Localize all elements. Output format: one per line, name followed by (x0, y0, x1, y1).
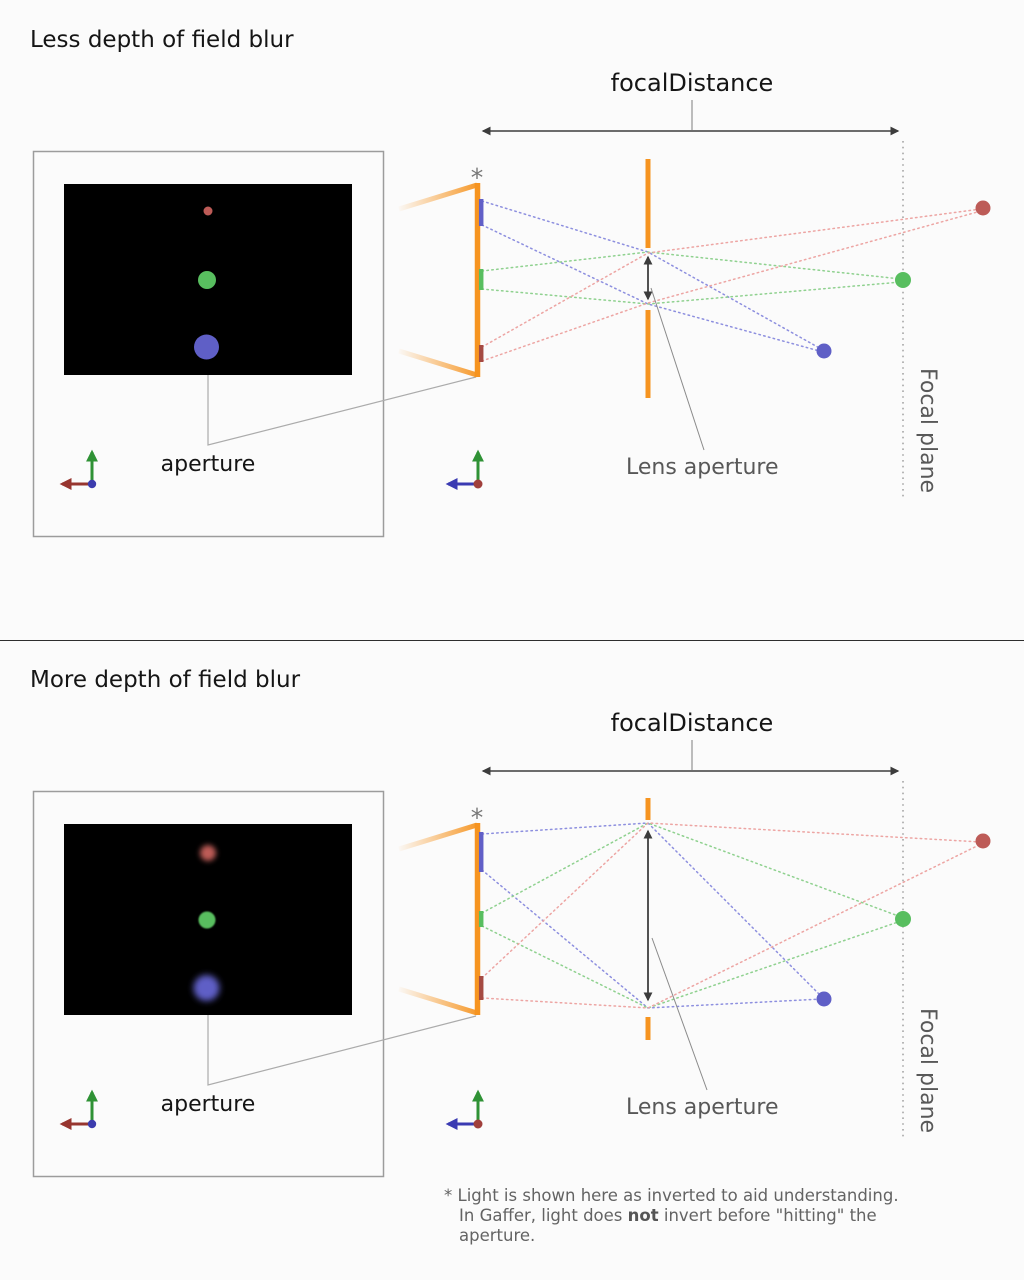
ray-green-lower (481, 281, 902, 305)
panel-title: More depth of field blur (30, 667, 301, 693)
light-rays-red (481, 208, 982, 362)
scene-dot-red (975, 200, 991, 216)
axes-icon-camera-space (445, 449, 484, 490)
camera-sensor (398, 182, 484, 378)
aperture-pointer-line (207, 375, 477, 446)
footnote-line2-suffix: invert before "hitting" the (658, 1206, 877, 1225)
focal-distance-label: focalDistance (611, 69, 774, 97)
ray-blue-lower (481, 224, 824, 353)
footnote-line2-prefix: In Gaffer, light does (459, 1206, 628, 1225)
footnote-line3: aperture. (459, 1226, 536, 1245)
sensor-footnote-marker: * (471, 163, 484, 192)
camera-frustum-top (398, 822, 478, 852)
ray-red-upper (481, 822, 982, 979)
footnote-line1: * Light is shown here as inverted to aid… (444, 1186, 899, 1205)
ray-blue-upper (481, 822, 823, 998)
rendered-dot-blue-blurred (193, 975, 220, 1001)
footnote-line2: In Gaffer, light does not invert before … (444, 1206, 916, 1226)
scene-dot-blue (816, 991, 832, 1007)
rendered-image-box (32, 790, 385, 1178)
scene-dot-green (895, 272, 911, 288)
lens-aperture-pointer-line (650, 287, 705, 451)
footnote-line2-bold: not (627, 1206, 659, 1225)
axes-icon-image-space (59, 449, 98, 490)
scene-dot-red (975, 833, 991, 849)
sensor-footnote-marker: * (471, 803, 484, 832)
light-rays (481, 822, 982, 1009)
ray-red-lower (481, 210, 982, 362)
light-rays-blue (481, 822, 823, 1009)
axis-x-dot (473, 479, 483, 489)
light-rays-blue (481, 200, 824, 353)
lens-aperture-label: Lens aperture (626, 455, 779, 480)
lens-aperture-label: Lens aperture (626, 1095, 779, 1120)
ray-red-upper (481, 208, 982, 348)
focal-distance-label: focalDistance (611, 709, 774, 737)
focal-plane-label: Focal plane (915, 1008, 940, 1133)
light-rays-green (481, 822, 902, 1009)
camera-frustum-bottom (398, 986, 478, 1016)
rendered-image-box (32, 150, 385, 538)
panel-less-dof: Less depth of field blur aperture focalD… (30, 27, 991, 538)
rendered-dot-red (203, 206, 213, 216)
axes-icon-camera-space (445, 1089, 484, 1130)
camera-sensor (398, 822, 484, 1016)
focal-plane-label: Focal plane (915, 368, 940, 493)
ray-green-upper (481, 251, 902, 280)
rendered-dot-green (198, 911, 216, 929)
rendered-dot-red-blurred (200, 845, 216, 861)
light-rays (481, 200, 982, 362)
axis-z-dot (87, 1119, 97, 1129)
scene-dot-blue (816, 343, 832, 359)
camera-frustum-top (398, 182, 478, 212)
light-rays-red (481, 822, 982, 1009)
axes-icon-image-space (59, 1089, 98, 1130)
rendered-dot-green (198, 271, 216, 289)
light-rays-green (481, 251, 902, 305)
panel-more-dof: More depth of field blur aperture focalD… (30, 667, 991, 1178)
scene-dot-green (895, 911, 911, 927)
panel-divider (0, 640, 1024, 641)
axis-x-dot (473, 1119, 483, 1129)
aperture-label: aperture (161, 452, 256, 477)
lens-aperture-pointer-line (651, 937, 708, 1091)
rendered-dot-blue (194, 334, 219, 360)
camera-frustum-bottom (398, 348, 478, 378)
aperture-label: aperture (161, 1092, 256, 1117)
ray-red-lower (481, 843, 982, 1009)
ray-green-upper (481, 822, 902, 918)
footnote: * Light is shown here as inverted to aid… (444, 1186, 916, 1246)
aperture-pointer-line (207, 1015, 477, 1086)
ray-green-lower (481, 920, 902, 1009)
axis-z-dot (87, 479, 97, 489)
panel-title: Less depth of field blur (30, 27, 294, 53)
ray-blue-upper (481, 200, 824, 351)
